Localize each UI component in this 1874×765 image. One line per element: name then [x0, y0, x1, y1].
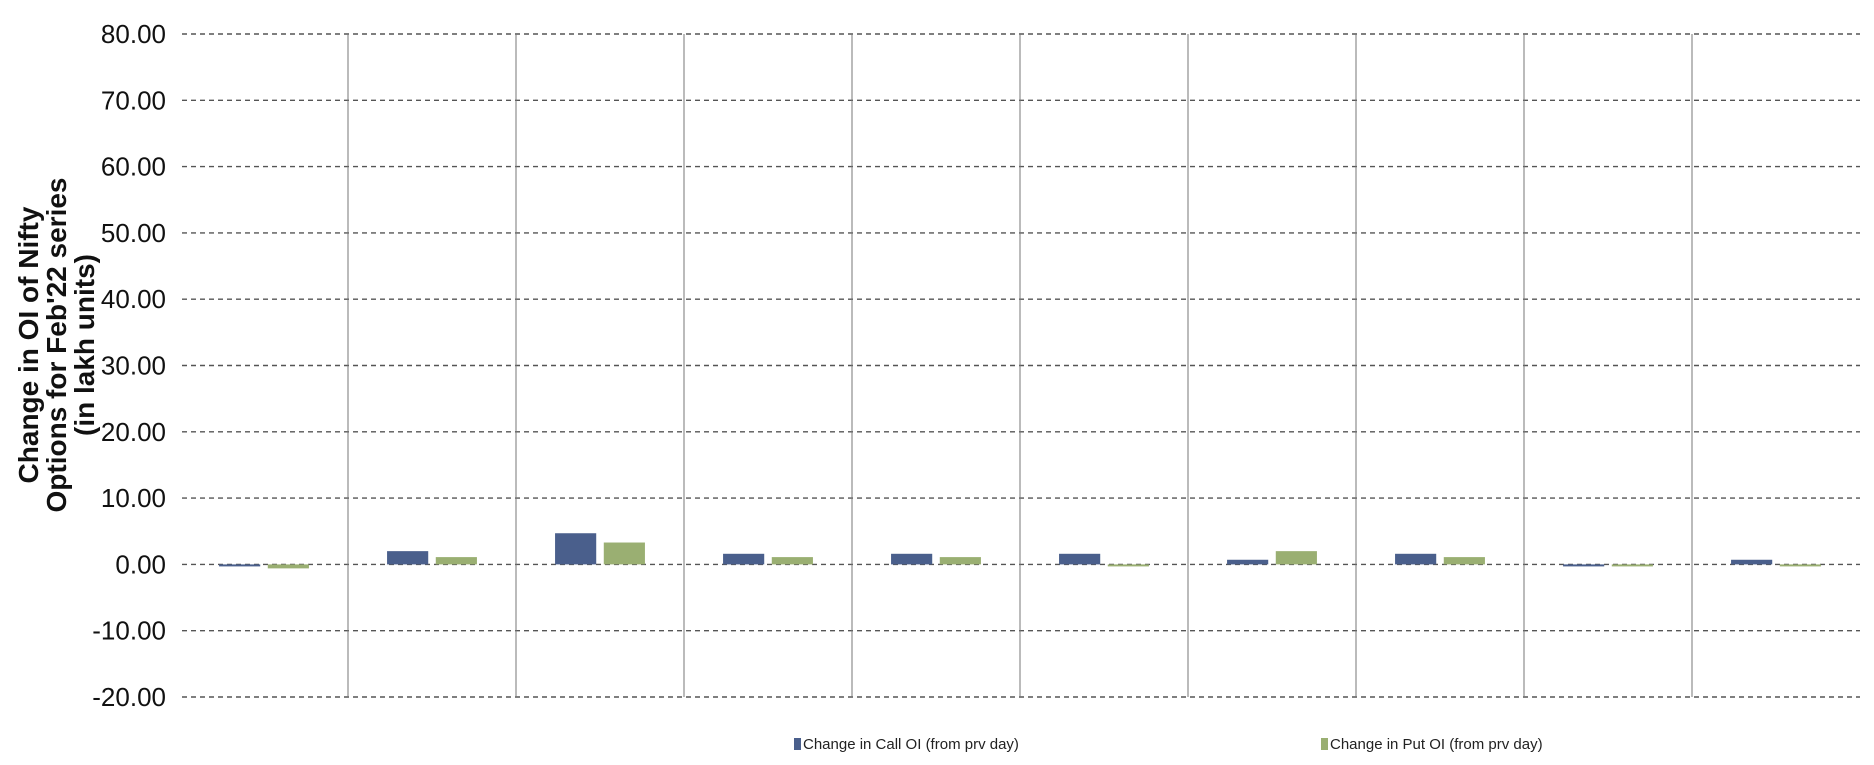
y-tick-label: 50.00	[101, 218, 166, 248]
bar-call-oi	[219, 564, 261, 567]
y-tick-label: 80.00	[101, 19, 166, 49]
legend-swatch-call-oi	[794, 738, 801, 750]
legend-label-call-oi: Change in Call OI (from prv day)	[803, 736, 1019, 753]
y-axis-title: Change in OI of Nifty Options for Feb'22…	[13, 178, 100, 513]
bar-put-oi	[1107, 564, 1149, 567]
bar-put-oi	[939, 557, 981, 565]
bar-call-oi	[723, 553, 765, 565]
bar-call-oi	[1227, 559, 1269, 565]
bar-put-oi	[1779, 564, 1821, 567]
y-tick-label: 70.00	[101, 85, 166, 115]
bar-put-oi	[435, 557, 477, 565]
legend-swatch-put-oi	[1321, 738, 1328, 750]
y-axis-title-line-1: Change in OI of Nifty	[13, 206, 44, 483]
bar-put-oi	[1275, 551, 1317, 565]
bar-call-oi	[891, 553, 933, 565]
bars	[219, 533, 1821, 569]
y-tick-label: -20.00	[92, 682, 166, 712]
bar-put-oi	[1443, 557, 1485, 565]
bar-call-oi	[555, 533, 597, 565]
y-tick-label: -10.00	[92, 616, 166, 646]
bar-call-oi	[1563, 564, 1605, 567]
y-axis-ticks: 80.00 70.00 60.00 50.00 40.00 30.00 20.00 10.00…	[92, 19, 166, 712]
bar-put-oi	[267, 564, 309, 569]
y-tick-label: 20.00	[101, 417, 166, 447]
y-tick-label: 10.00	[101, 483, 166, 513]
bar-put-oi	[1611, 564, 1653, 567]
bar-put-oi	[603, 542, 645, 565]
bar-call-oi	[1395, 553, 1437, 565]
y-tick-label: 30.00	[101, 351, 166, 381]
y-tick-label: 0.00	[115, 549, 166, 579]
bar-call-oi	[1731, 559, 1773, 565]
bar-call-oi	[387, 551, 429, 565]
bar-put-oi	[771, 557, 813, 565]
y-axis-title-line-2: Options for Feb'22 series	[41, 178, 72, 513]
y-tick-label: 40.00	[101, 284, 166, 314]
legend: Change in Call OI (from prv day) Change …	[794, 736, 1543, 753]
y-tick-label: 60.00	[101, 152, 166, 182]
legend-label-put-oi: Change in Put OI (from prv day)	[1330, 736, 1543, 753]
y-axis-title-line-3: (in lakh units)	[69, 254, 100, 436]
gridlines	[182, 33, 1860, 698]
bar-call-oi	[1059, 553, 1101, 565]
